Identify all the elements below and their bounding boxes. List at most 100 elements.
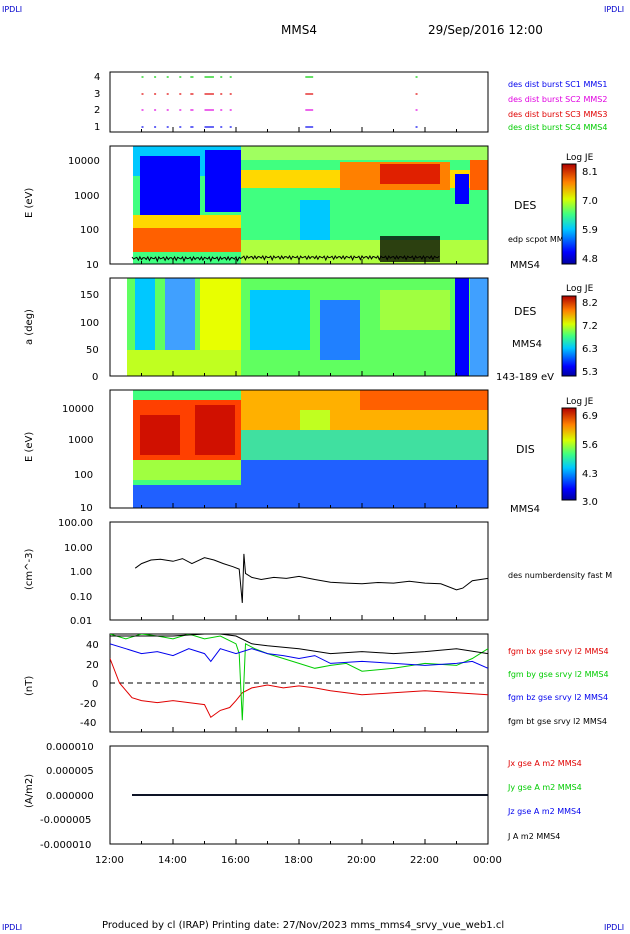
xtick-label-1400: 14:00 (158, 855, 187, 866)
density-series-line (134, 553, 488, 603)
current-legend-jz: Jz gse A m2 MMS4 (507, 807, 581, 816)
fgm-ytick-m40: -40 (80, 718, 96, 729)
header-spacecraft: MMS4 (281, 23, 317, 37)
des-energy-cbar-tick-4: 4.8 (582, 254, 598, 265)
panel-des-energy: 10000 1000 100 10 E (eV) DES edp scpot M… (24, 145, 598, 271)
des-pitch-cbar-tick-2: 7.2 (582, 321, 598, 332)
current-legend-j: J A m2 MMS4 (507, 832, 560, 841)
burst-legend-1: des dist burst SC1 MMS1 (508, 80, 607, 89)
xtick-label-1600: 16:00 (221, 855, 250, 866)
des-energy-ytick-10: 10 (86, 260, 99, 271)
des-scpot-label: edp scpot MMS4 (508, 235, 574, 244)
current-ytick-3: 0.000000 (46, 791, 94, 802)
fgm-series-line (110, 634, 488, 655)
dis-energy-cbar-tick-2: 5.6 (582, 440, 598, 451)
des-energy-spectrogram (110, 146, 488, 264)
x-axis-ticks (109, 127, 489, 844)
current-legend-jx: Jx gse A m2 MMS4 (507, 759, 582, 768)
des-energy-colorbar-title: Log JE (566, 153, 594, 163)
dis-energy-cbar-tick-3: 4.3 (582, 469, 598, 480)
des-pitch-cbar-tick-3: 6.3 (582, 344, 598, 355)
burst-ytick-4: 4 (94, 72, 100, 83)
xtick-label-2000: 20:00 (347, 855, 376, 866)
burst-legend-3: des dist burst SC3 MMS3 (508, 110, 607, 119)
des-energy-ytick-1000: 1000 (74, 191, 99, 202)
fgm-series-line (110, 634, 488, 721)
dis-energy-label: DIS (516, 443, 535, 456)
burst-legend-2: des dist burst SC2 MMS2 (508, 95, 607, 104)
current-ylabel: (A/m2) (24, 774, 35, 808)
fgm-ytick-m20: -20 (80, 699, 96, 710)
density-legend: des numberdensity fast M (508, 571, 612, 580)
xtick-label-1200: 12:00 (95, 855, 124, 866)
dis-energy-ytick-10000: 10000 (62, 404, 94, 415)
corner-tag-top-right: IPDLI (604, 5, 624, 14)
des-pitch-ytick-100: 100 (80, 318, 99, 329)
des-pitch-colorbar-title: Log JE (566, 284, 594, 294)
des-energy-label: DES (514, 199, 536, 212)
corner-tag-bottom-left: IPDLI (2, 923, 22, 932)
des-pitch-cbar-tick-1: 8.2 (582, 298, 598, 309)
dis-energy-cbar-tick-4: 3.0 (582, 497, 598, 508)
des-pitch-cbar-tick-4: 5.3 (582, 367, 598, 378)
dis-energy-spectrogram (110, 390, 488, 508)
density-ylabel: (cm^-3) (24, 549, 35, 590)
dis-energy-colorbar-title: Log JE (566, 397, 594, 407)
current-ytick-5: -0.000010 (40, 840, 91, 851)
footer-text: Produced by cl (IRAP) Printing date: 27/… (102, 920, 504, 931)
des-pitch-label: DES (514, 305, 536, 318)
fgm-ylabel: (nT) (24, 676, 35, 696)
des-pitch-ytick-0: 0 (92, 372, 98, 383)
xtick-label-1800: 18:00 (284, 855, 313, 866)
des-energy-colorbar (561, 163, 577, 265)
des-energy-mms-label: MMS4 (510, 260, 540, 271)
des-pitch-ytick-150: 150 (80, 290, 99, 301)
des-energy-cbar-tick-3: 5.9 (582, 225, 598, 236)
des-pitch-ytick-50: 50 (86, 345, 99, 356)
fgm-series-line (110, 643, 488, 669)
corner-tag-bottom-right: IPDLI (604, 923, 624, 932)
fgm-legend-bz: fgm bz gse srvy l2 MMS4 (508, 693, 608, 702)
fgm-ytick-0: 0 (92, 679, 98, 690)
burst-ytick-2: 2 (94, 105, 100, 116)
panel-burst: 4 3 2 1 des dist burst SC1 MMS1 des dist… (94, 71, 607, 133)
panel-current: 0.000010 0.000005 0.000000 -0.000005 -0.… (24, 742, 582, 851)
header-datetime: 29/Sep/2016 12:00 (428, 23, 543, 37)
dis-energy-colorbar (561, 407, 577, 501)
fgm-legend-by: fgm by gse srvy l2 MMS4 (508, 670, 609, 679)
des-pitch-spectrogram (110, 278, 488, 376)
dis-energy-ylabel: E (eV) (24, 432, 35, 462)
des-energy-cbar-tick-1: 8.1 (582, 167, 598, 178)
des-energy-ytick-10000: 10000 (68, 156, 100, 167)
fgm-legend-bt: fgm bt gse srvy l2 MMS4 (508, 717, 607, 726)
dis-energy-mms-label: MMS4 (510, 504, 540, 515)
des-pitch-mms-label: MMS4 (512, 339, 542, 350)
panel-des-pitch: 150 100 50 0 a (deg) DES MMS4 143-189 eV… (24, 277, 598, 383)
current-ytick-2: 0.000005 (46, 766, 94, 777)
des-energy-cbar-tick-2: 7.0 (582, 196, 598, 207)
density-ytick-100: 100.00 (58, 518, 93, 529)
dis-energy-ytick-1000: 1000 (68, 435, 93, 446)
dis-energy-cbar-tick-1: 6.9 (582, 411, 598, 422)
fgm-ytick-20: 20 (86, 660, 99, 671)
panel-density: 100.00 10.00 1.00 0.10 0.01 (cm^-3) des … (24, 518, 612, 627)
current-ytick-4: -0.000005 (40, 815, 91, 826)
des-energy-ylabel: E (eV) (24, 188, 35, 218)
current-ytick-1: 0.000010 (46, 742, 94, 753)
burst-legend-4: des dist burst SC4 MMS4 (508, 123, 607, 132)
des-pitch-energy-range: 143-189 eV (496, 372, 554, 383)
dis-energy-ytick-10: 10 (80, 503, 93, 514)
fgm-series-line (110, 658, 488, 719)
des-pitch-ylabel: a (deg) (24, 309, 35, 345)
density-ytick-0-01: 0.01 (70, 616, 92, 627)
current-legend-jy: Jy gse A m2 MMS4 (507, 783, 582, 792)
fgm-ytick-40: 40 (86, 640, 99, 651)
panel-dis-energy: 10000 1000 100 10 E (eV) DIS MMS4 Log JE… (24, 389, 598, 515)
burst-ytick-1: 1 (94, 122, 100, 133)
density-frame (109, 521, 489, 621)
burst-ytick-3: 3 (94, 89, 100, 100)
dis-energy-ytick-100: 100 (74, 470, 93, 481)
des-energy-ytick-100: 100 (80, 225, 99, 236)
density-ytick-0-1: 0.10 (70, 592, 92, 603)
